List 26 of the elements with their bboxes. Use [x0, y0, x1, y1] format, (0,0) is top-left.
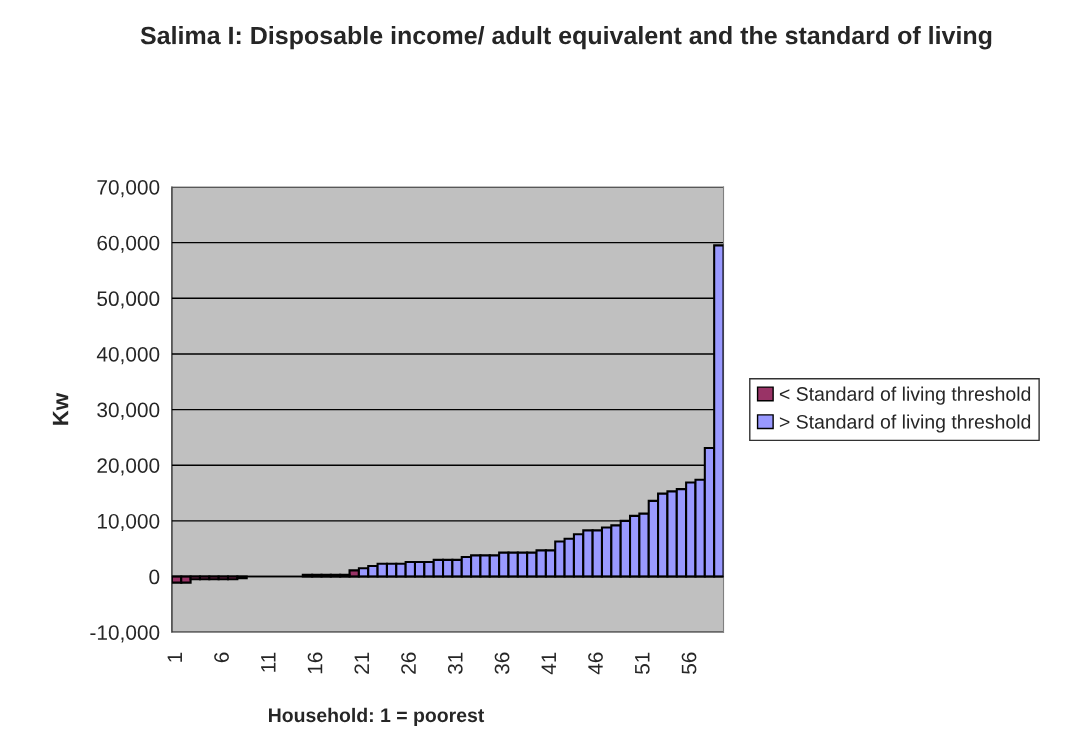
y-tick-label: 40,000 — [96, 346, 160, 365]
x-tick-label: 51 — [635, 652, 650, 674]
x-tick-label: 6 — [214, 652, 229, 663]
x-tick-label: 11 — [261, 652, 276, 672]
x-tick-label: 31 — [447, 652, 463, 674]
y-axis-title: Kw — [52, 392, 69, 425]
x-tick-label: 16 — [307, 652, 323, 674]
x-tick-label: 36 — [494, 652, 510, 674]
x-tick-label: 46 — [588, 652, 603, 675]
y-tick-label: 0 — [149, 569, 160, 585]
x-tick-label: 26 — [401, 652, 416, 674]
y-tick-label: 20,000 — [97, 458, 160, 476]
x-axis-title: Household: 1 = poorest — [269, 707, 485, 726]
x-tick-label: 1 — [167, 652, 182, 662]
y-tick-label: 10,000 — [97, 513, 160, 532]
y-tick-label: -10,000 — [90, 625, 160, 643]
x-tick-label: 56 — [681, 652, 697, 674]
y-tick-label: 60,000 — [97, 235, 160, 253]
x-tick-label: 21 — [354, 652, 369, 674]
y-tick-label: 30,000 — [97, 402, 160, 420]
x-tick-label: 41 — [541, 652, 556, 675]
y-tick-label: 50,000 — [97, 291, 160, 309]
chart-title: Salima I: Disposable income/ adult equivalent and the standard of living — [140, 25, 992, 50]
legend-label: < Standard of living threshold — [779, 386, 1031, 405]
legend-label: > Standard of living threshold — [779, 414, 1031, 433]
y-tick-label: 70,000 — [97, 179, 160, 198]
